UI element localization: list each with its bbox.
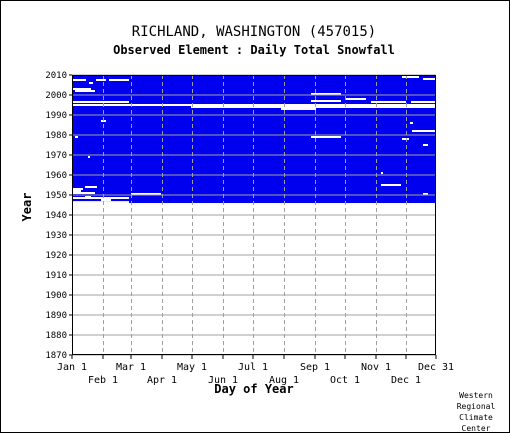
y-tick-label: 1990	[45, 111, 67, 121]
missing-segment	[311, 93, 341, 95]
y-tick-label: 1950	[45, 191, 67, 201]
x-axis-label: Day of Year	[214, 382, 294, 396]
x-tick-label: Jan 1	[57, 362, 87, 373]
y-tick-label: 1940	[45, 211, 67, 221]
missing-segment	[423, 144, 428, 146]
x-tick-label: Feb 1	[88, 375, 118, 386]
missing-segment	[72, 88, 91, 90]
x-tick-label: Dec 1	[391, 375, 421, 386]
missing-segment	[371, 101, 406, 103]
chart-subtitle: Observed Element : Daily Total Snowfall	[113, 43, 395, 57]
x-tick-label: Jun 1	[208, 375, 238, 386]
missing-segment	[281, 108, 316, 110]
y-tick-label: 1900	[45, 291, 67, 301]
y-tick-label: 1920	[45, 251, 67, 261]
missing-segment	[72, 101, 129, 103]
x-tick-label: Apr 1	[147, 375, 177, 386]
x-tick-label: Mar 1	[116, 362, 146, 373]
x-tick-label: Jul 1	[238, 362, 268, 373]
missing-segment	[88, 156, 90, 158]
missing-segment	[109, 79, 129, 81]
credit-text: Western Regional Climate Center	[446, 390, 506, 434]
missing-segment	[85, 186, 97, 188]
y-tick-label: 2010	[45, 71, 67, 81]
credit-line: Regional	[456, 402, 496, 411]
missing-segment	[346, 98, 366, 100]
credit-line: Western	[459, 391, 493, 400]
y-axis-label: Year	[20, 192, 34, 222]
y-tick-label: 1890	[45, 311, 67, 321]
y-tick-label: 1910	[45, 271, 67, 281]
x-tick-label: Dec 31	[418, 362, 454, 373]
missing-segment	[381, 184, 401, 186]
chart-title: RICHLAND, WASHINGTON (457015)	[131, 24, 377, 40]
x-tick-label: Nov 1	[361, 362, 391, 373]
missing-segment	[381, 172, 383, 174]
plot-border	[72, 75, 436, 355]
missing-segment	[75, 136, 78, 138]
y-tick-label: 1880	[45, 331, 67, 341]
missing-segment	[423, 193, 428, 195]
x-tick-label: May 1	[177, 362, 207, 373]
missing-segment	[402, 138, 409, 140]
x-tick-label: Oct 1	[330, 375, 360, 386]
missing-segment	[423, 78, 436, 80]
y-tick-label: 1960	[45, 171, 67, 181]
y-tick-label: 2000	[45, 91, 67, 101]
missing-segment	[72, 197, 129, 199]
y-tick-label: 1870	[45, 351, 67, 361]
missing-segment	[311, 136, 341, 138]
missing-segment	[72, 192, 95, 194]
x-tick-label: Aug 1	[269, 375, 299, 386]
data-block-partial	[129, 201, 436, 203]
missing-segment	[412, 130, 436, 132]
missing-segment	[96, 79, 106, 81]
missing-segment	[75, 90, 95, 92]
missing-segment	[402, 76, 419, 78]
missing-segment	[72, 79, 86, 81]
x-tick-label: Sep 1	[300, 362, 330, 373]
y-tick-label: 1930	[45, 231, 67, 241]
credit-line: Climate	[459, 413, 493, 422]
missing-segment	[311, 100, 341, 102]
y-tick-label: 1980	[45, 131, 67, 141]
credit-line: Center	[461, 424, 491, 433]
missing-segment	[101, 199, 111, 201]
missing-segment	[131, 193, 161, 195]
y-tick-label: 1970	[45, 151, 67, 161]
missing-segment	[410, 122, 413, 124]
missing-segment	[191, 106, 436, 108]
missing-segment	[72, 190, 81, 192]
missing-segment	[89, 82, 93, 84]
missing-segment	[411, 101, 436, 103]
missing-segment	[72, 188, 83, 190]
